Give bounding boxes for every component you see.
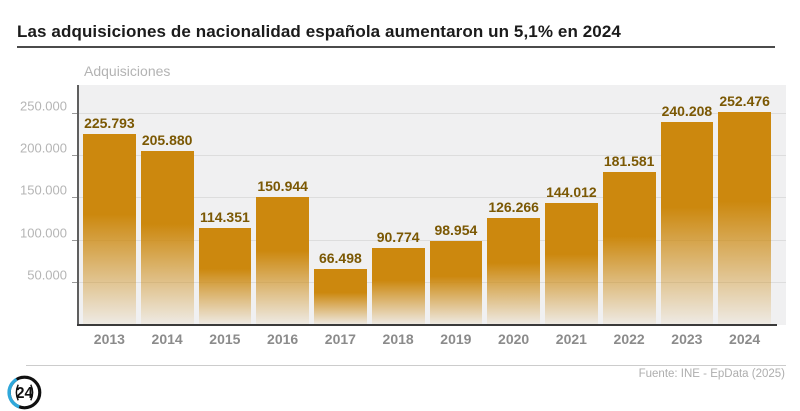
- x-tick-label: 2018: [382, 331, 414, 347]
- bar-slot: 225.793: [83, 85, 136, 325]
- bar-value-label: 150.944: [257, 178, 308, 195]
- y-tick-label: 250.000: [20, 98, 67, 114]
- bar-slot: 205.880: [140, 85, 194, 325]
- y-tick-label: 150.000: [20, 182, 67, 198]
- y-tick-mark: [72, 239, 77, 241]
- bar: [602, 171, 656, 325]
- bar-slot: 114.351: [198, 85, 252, 325]
- y-tick-label: 200.000: [20, 140, 67, 156]
- bar-value-label: 252.476: [719, 92, 770, 109]
- y-tick-label: 50.000: [27, 267, 67, 283]
- bar: [429, 241, 483, 325]
- y-tick-mark: [72, 281, 77, 283]
- x-tick-label: 2020: [498, 331, 530, 347]
- bar-value-label: 66.498: [318, 249, 362, 266]
- x-tick-label: 2014: [151, 331, 183, 347]
- y-axis-ticks: 50.000 100.000 150.000 200.000 250.000: [0, 85, 77, 325]
- bar-slot: 150.944: [256, 85, 309, 325]
- bar-slot: 144.012: [545, 85, 598, 325]
- bar-value-label: 114.351: [199, 209, 250, 226]
- logo-24h: 24: [6, 374, 43, 411]
- gridline: [79, 112, 786, 114]
- title-rule: [17, 46, 775, 48]
- bar-slot: 181.581: [602, 85, 656, 325]
- y-tick-mark: [72, 112, 77, 114]
- x-tick-label: 2016: [267, 331, 299, 347]
- bar-value-label: 144.012: [546, 184, 597, 201]
- bar-value-label: 205.880: [141, 132, 193, 149]
- bar: [83, 134, 136, 325]
- bar: [718, 111, 771, 325]
- bar-value-label: 181.581: [603, 152, 655, 169]
- source-credit: Fuente: INE - EpData (2025): [638, 368, 785, 380]
- x-tick-label: 2023: [671, 331, 703, 347]
- y-tick-mark: [72, 155, 77, 156]
- page-title: Las adquisiciones de nacionalidad españo…: [17, 22, 621, 41]
- x-tick-label: 2024: [729, 331, 761, 347]
- bar-slot: 90.774: [371, 85, 425, 325]
- y-tick-label: 100.000: [20, 225, 67, 240]
- x-tick-label: 2022: [613, 331, 645, 347]
- bar-value-label: 98.954: [434, 222, 478, 239]
- bar-slot: 98.954: [429, 85, 483, 325]
- x-tick-label: 2015: [209, 331, 241, 347]
- bar: [545, 203, 598, 325]
- logo-24h-icon: 24: [7, 375, 42, 410]
- y-tick-mark: [72, 197, 77, 199]
- svg-text:24: 24: [16, 385, 33, 402]
- bar-value-label: 240.208: [661, 103, 713, 120]
- bar-slot: 126.266: [487, 85, 540, 325]
- bar: [314, 268, 367, 325]
- bar-value-label: 126.266: [488, 199, 539, 216]
- bar-value-label: 225.793: [84, 115, 135, 132]
- x-tick-label: 2019: [440, 331, 472, 347]
- bar: [487, 218, 540, 325]
- y-axis-title: Adquisiciones: [84, 63, 171, 79]
- x-tick-label: 2017: [324, 331, 356, 347]
- bar-series: 225.793 205.880 114.351 150.944 66.498 90.774…: [79, 85, 786, 325]
- bar-slot: 240.208: [660, 85, 714, 325]
- bar-slot: 252.476: [718, 85, 771, 325]
- bar-slot: 66.498: [314, 85, 367, 325]
- plot-area: 225.793 205.880 114.351 150.944 66.498 90.774…: [79, 85, 786, 325]
- bar: [660, 122, 714, 325]
- gridline: [79, 155, 786, 156]
- bar: [256, 197, 309, 325]
- bar: [140, 151, 194, 325]
- x-axis-line: [77, 324, 777, 326]
- bar: [198, 228, 252, 325]
- bar: [371, 248, 425, 325]
- bar-value-label: 90.774: [376, 229, 420, 246]
- footer-rule: [26, 365, 786, 366]
- y-axis-line: [77, 85, 79, 325]
- x-axis-labels: 2013 2014 2015 2016 2017 2018 2019 2020 2021 2022…: [79, 331, 786, 347]
- x-tick-label: 2021: [555, 331, 587, 347]
- gridline: [79, 239, 786, 241]
- x-tick-label: 2013: [93, 331, 125, 347]
- gridline: [79, 197, 786, 199]
